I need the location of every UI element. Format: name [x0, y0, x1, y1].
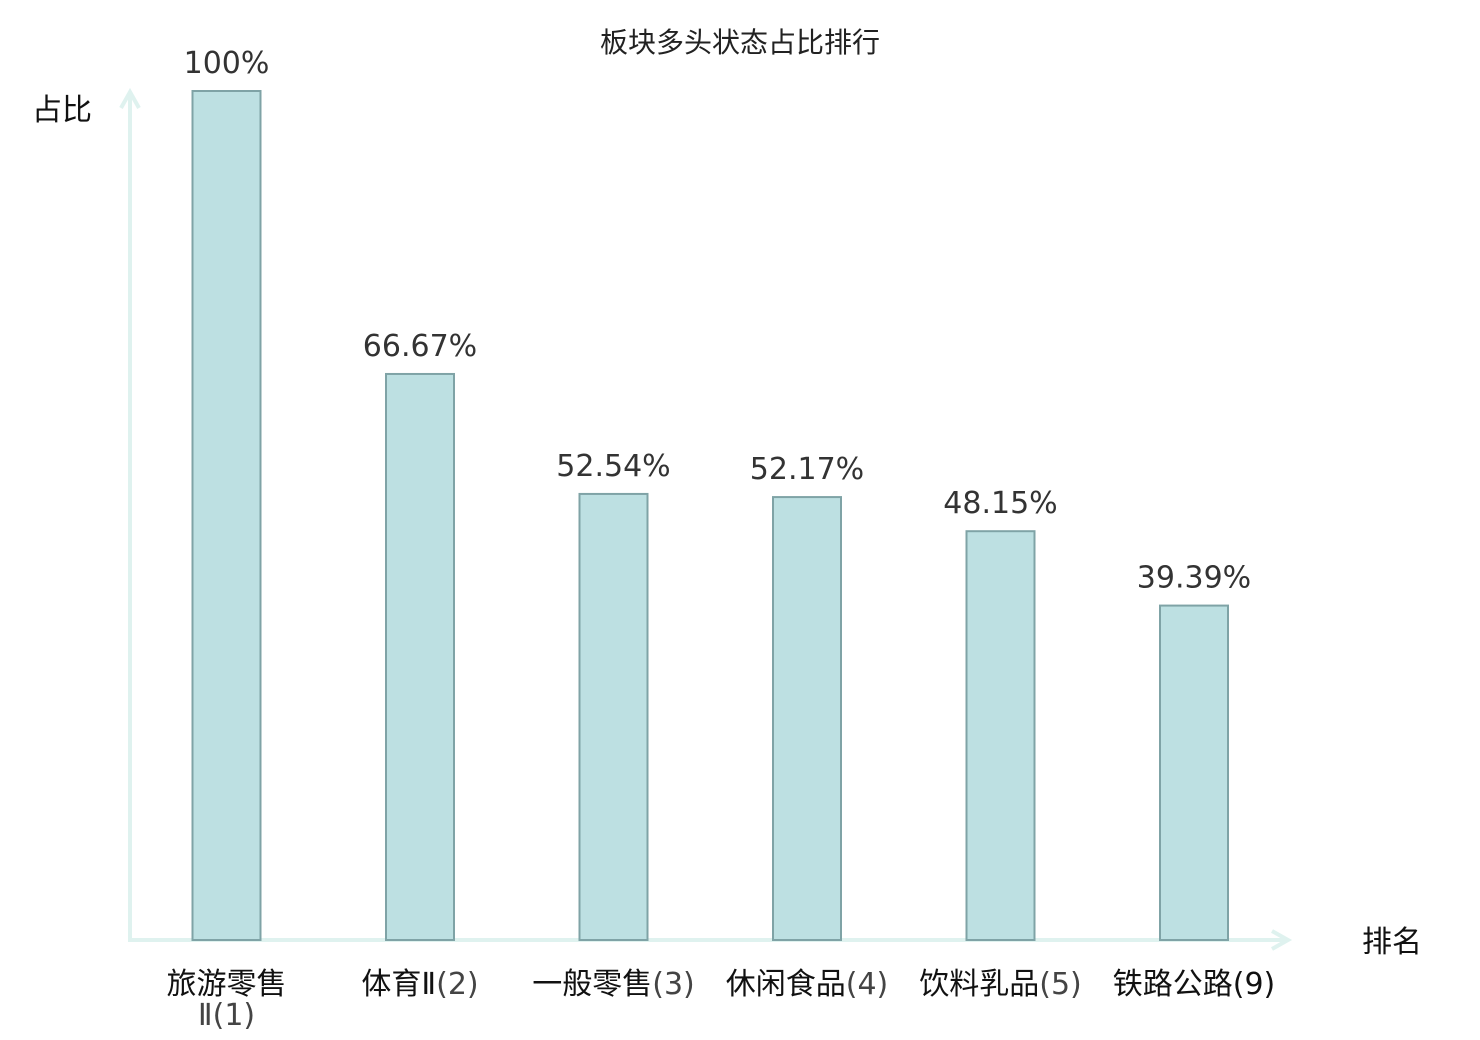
- category-label: 一般零售(3): [532, 967, 695, 1002]
- bar-value-label: 66.67%: [363, 329, 477, 364]
- category-name-suffix: Ⅱ(1): [198, 998, 255, 1033]
- bar: [965, 530, 1036, 941]
- category-name: 旅游零售: [167, 967, 287, 1002]
- bar: [191, 90, 262, 941]
- bar: [578, 492, 649, 941]
- category-name: 饮料乳品: [919, 967, 1039, 1002]
- category-label: 休闲食品(4): [726, 967, 889, 1002]
- category-name: 体育Ⅱ: [361, 967, 436, 1002]
- category-rank: (9): [1233, 967, 1276, 1002]
- bar: [1159, 604, 1229, 942]
- bar-value-label: 52.17%: [750, 452, 864, 487]
- y-axis-title: 占比: [32, 93, 92, 128]
- y-axis-arrow-icon: [119, 87, 141, 109]
- category-labels-layer: 旅游零售 Ⅱ(1)体育Ⅱ(2) 一般零售(3) 休闲食品(4) 饮料乳品(5) 铁路公路(…: [167, 967, 1276, 1033]
- category-name: 一般零售: [532, 967, 652, 1002]
- x-axis-title: 排名: [1362, 925, 1422, 960]
- category-label: 旅游零售 Ⅱ(1): [167, 967, 287, 1033]
- category-label: 铁路公路(9): [1113, 967, 1276, 1002]
- bar-value-label: 48.15%: [943, 486, 1057, 521]
- bar: [772, 496, 842, 941]
- bar: [385, 372, 455, 942]
- bar-value-label: 100%: [184, 46, 270, 81]
- category-name: 铁路公路: [1113, 967, 1233, 1002]
- bar-value-label: 52.54%: [556, 449, 670, 484]
- category-name: 休闲食品: [726, 967, 846, 1002]
- bar-value-label: 39.39%: [1137, 561, 1251, 596]
- category-rank: (2): [436, 967, 479, 1002]
- category-rank: (5): [1039, 967, 1082, 1002]
- category-rank: (4): [846, 967, 889, 1002]
- category-rank: (3): [652, 967, 695, 1002]
- x-axis-arrow-icon: [1271, 929, 1293, 951]
- value-labels-layer: 100% 66.67% 52.54% 52.17% 48.15% 39.39%: [184, 46, 1252, 596]
- chart-title: 板块多头状态占比排行: [600, 26, 880, 59]
- category-label: 饮料乳品(5): [919, 967, 1082, 1002]
- bars-layer: [191, 90, 1229, 942]
- category-label: 体育Ⅱ(2): [361, 967, 478, 1002]
